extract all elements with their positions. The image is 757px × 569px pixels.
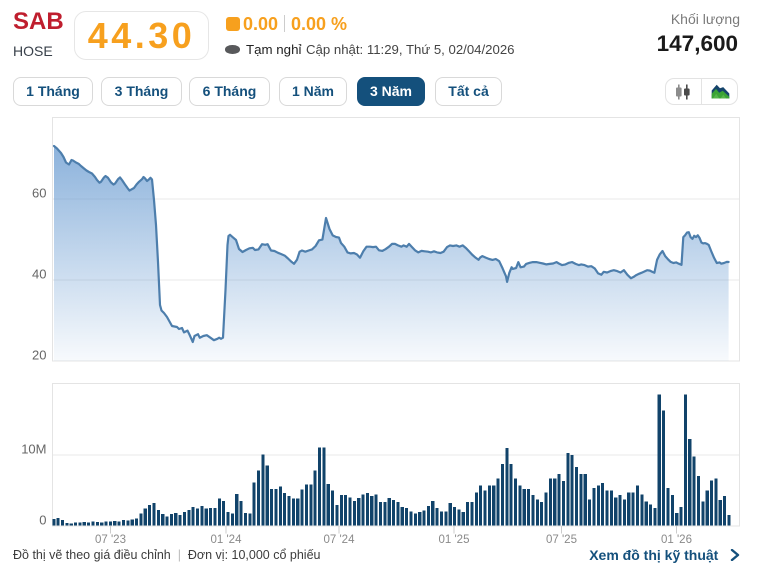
svg-text:0: 0: [39, 513, 46, 528]
svg-text:07 '23: 07 '23: [95, 534, 126, 546]
svg-text:40: 40: [32, 267, 46, 282]
svg-text:60: 60: [32, 186, 46, 201]
svg-text:20: 20: [32, 348, 46, 363]
svg-text:10M: 10M: [21, 442, 46, 457]
svg-text:01 '26: 01 '26: [661, 534, 692, 546]
svg-text:01 '24: 01 '24: [211, 534, 243, 546]
svg-text:07 '25: 07 '25: [546, 534, 577, 546]
svg-text:01 '25: 01 '25: [439, 534, 470, 546]
svg-text:07 '24: 07 '24: [324, 534, 356, 546]
